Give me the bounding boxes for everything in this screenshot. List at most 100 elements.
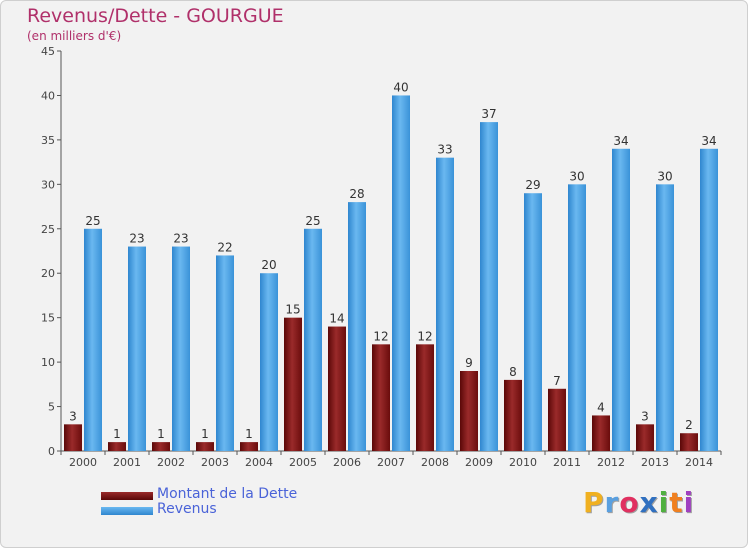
bar-dette bbox=[108, 442, 126, 451]
data-label: 4 bbox=[597, 400, 605, 414]
data-label: 1 bbox=[157, 427, 165, 441]
y-tick-label: 25 bbox=[41, 223, 55, 236]
logo-letter: o bbox=[619, 486, 640, 519]
bar-revenus bbox=[172, 246, 190, 451]
y-tick-label: 10 bbox=[41, 356, 55, 369]
x-tick-label: 2002 bbox=[157, 456, 185, 469]
bar-dette bbox=[284, 317, 302, 451]
bar-revenus bbox=[480, 122, 498, 451]
bar-revenus bbox=[304, 228, 322, 451]
data-label: 34 bbox=[613, 134, 628, 148]
y-tick-label: 35 bbox=[41, 134, 55, 147]
data-label: 8 bbox=[509, 365, 517, 379]
x-tick-label: 2003 bbox=[201, 456, 229, 469]
data-label: 14 bbox=[329, 312, 344, 326]
data-label: 22 bbox=[217, 240, 232, 254]
bar-revenus bbox=[216, 255, 234, 451]
data-label: 2 bbox=[685, 418, 693, 432]
bars bbox=[64, 95, 718, 452]
data-label: 12 bbox=[373, 329, 388, 343]
logo-letter: P bbox=[583, 486, 605, 519]
bar-dette bbox=[416, 344, 434, 451]
proxiti-logo: Proxiti bbox=[583, 486, 694, 519]
bar-revenus bbox=[260, 273, 278, 451]
x-tick-label: 2010 bbox=[509, 456, 537, 469]
data-label: 25 bbox=[305, 214, 320, 228]
data-label: 37 bbox=[481, 107, 496, 121]
data-label: 40 bbox=[393, 80, 408, 94]
legend-label-revenus: Revenus bbox=[157, 501, 217, 517]
logo-letter: i bbox=[658, 486, 670, 519]
bar-dette bbox=[240, 442, 258, 451]
data-label: 23 bbox=[173, 232, 188, 246]
data-label: 1 bbox=[245, 427, 253, 441]
bar-dette bbox=[636, 424, 654, 451]
data-label: 7 bbox=[553, 374, 561, 388]
data-label: 20 bbox=[261, 258, 276, 272]
y-tick-label: 45 bbox=[41, 45, 55, 58]
bar-revenus bbox=[656, 184, 674, 452]
y-tick-label: 5 bbox=[48, 401, 55, 414]
x-tick-label: 2013 bbox=[641, 456, 669, 469]
data-label: 1 bbox=[201, 427, 209, 441]
data-label: 3 bbox=[641, 409, 649, 423]
x-tick-label: 2005 bbox=[289, 456, 317, 469]
bar-revenus bbox=[348, 202, 366, 451]
data-label: 3 bbox=[69, 409, 77, 423]
legend-swatch-revenus bbox=[101, 507, 153, 515]
bar-revenus bbox=[392, 95, 410, 451]
x-tick-label: 2008 bbox=[421, 456, 449, 469]
x-tick-label: 2001 bbox=[113, 456, 141, 469]
bar-dette bbox=[328, 326, 346, 451]
data-label: 30 bbox=[569, 169, 584, 183]
x-tick-label: 2014 bbox=[685, 456, 713, 469]
axes: 0 5 10 15 20 25 30 35 40 45 2000 2001 2002 2003 2004 20… bbox=[41, 45, 722, 469]
y-tick-label: 0 bbox=[48, 445, 55, 458]
x-tick-label: 2000 bbox=[69, 456, 97, 469]
data-label: 29 bbox=[525, 178, 540, 192]
y-tick-label: 40 bbox=[41, 89, 55, 102]
data-label: 33 bbox=[437, 143, 452, 157]
chart-title: Revenus/Dette - GOURGUE bbox=[27, 5, 284, 27]
x-tick-label: 2006 bbox=[333, 456, 361, 469]
x-tick-label: 2009 bbox=[465, 456, 493, 469]
bar-revenus bbox=[612, 148, 630, 451]
logo-letter: i bbox=[683, 486, 695, 519]
bar-revenus bbox=[568, 184, 586, 452]
bar-revenus bbox=[436, 157, 454, 451]
data-label: 34 bbox=[701, 134, 716, 148]
bar-revenus bbox=[84, 228, 102, 451]
legend-label-debt: Montant de la Dette bbox=[157, 486, 298, 502]
bar-dette bbox=[504, 379, 522, 451]
logo-letter: x bbox=[639, 486, 659, 519]
bar-dette bbox=[460, 371, 478, 451]
data-label: 30 bbox=[657, 169, 672, 183]
bar-revenus bbox=[128, 246, 146, 451]
chart-subtitle: (en milliers d'€) bbox=[27, 29, 122, 43]
bar-revenus bbox=[524, 193, 542, 451]
data-labels: 3 1 1 1 1 15 14 12 12 9 8 7 4 3 2 25 23 23 22 20 25 28 40 33 37 2… bbox=[69, 80, 716, 441]
bar-dette bbox=[680, 433, 698, 451]
bar-dette bbox=[64, 424, 82, 451]
x-tick-label: 2007 bbox=[377, 456, 405, 469]
y-tick-label: 20 bbox=[41, 267, 55, 280]
x-tick-label: 2011 bbox=[553, 456, 581, 469]
data-label: 28 bbox=[349, 187, 364, 201]
data-label: 12 bbox=[417, 329, 432, 343]
bar-dette bbox=[548, 388, 566, 451]
bar-dette bbox=[372, 344, 390, 451]
bar-revenus bbox=[700, 148, 718, 451]
y-tick-label: 15 bbox=[41, 312, 55, 325]
data-label: 23 bbox=[129, 232, 144, 246]
logo-letter: r bbox=[604, 486, 620, 519]
bar-dette bbox=[152, 442, 170, 451]
data-label: 15 bbox=[285, 303, 300, 317]
y-tick-label: 30 bbox=[41, 178, 55, 191]
data-label: 1 bbox=[113, 427, 121, 441]
logo-letter: t bbox=[669, 486, 684, 519]
bar-dette bbox=[592, 415, 610, 451]
data-label: 9 bbox=[465, 356, 473, 370]
x-tick-label: 2004 bbox=[245, 456, 273, 469]
